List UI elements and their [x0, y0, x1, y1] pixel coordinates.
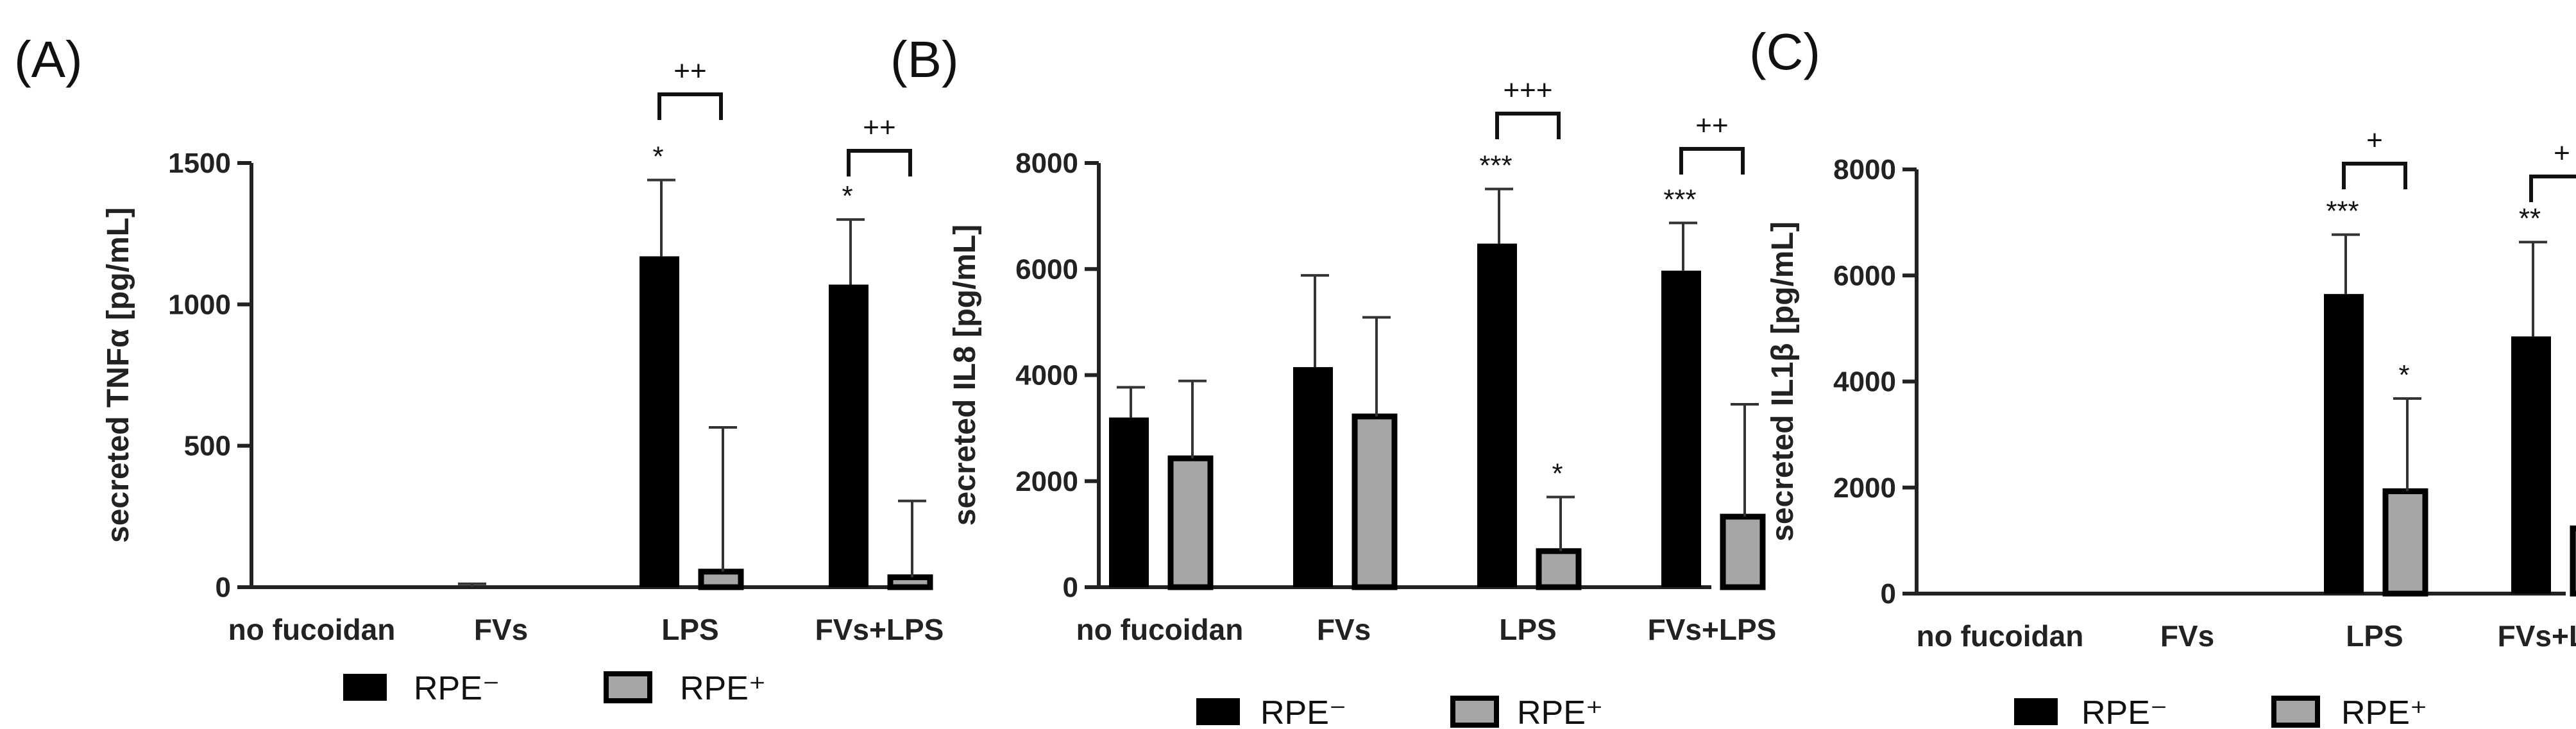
bar-rpe-plus [1536, 548, 1582, 590]
y-tick-label: 6000 [1833, 260, 1896, 291]
bar-rpe-plus [2382, 488, 2428, 597]
bar-rpe-minus [2324, 294, 2364, 594]
legend-label: RPE⁻ [414, 670, 500, 707]
y-tick-label: 0 [1881, 578, 1896, 610]
legend-label: RPE⁺ [680, 670, 766, 707]
y-tick-label: 1000 [168, 289, 231, 320]
bar-rpe-plus [887, 574, 933, 590]
significance-mark: * [842, 180, 852, 212]
x-category-label: no fucoidan [1917, 619, 2084, 653]
x-category-label: FVs [2160, 619, 2214, 653]
bracket-label: ++ [863, 112, 895, 143]
bracket-label: + [2554, 137, 2570, 169]
y-tick-label: 0 [1063, 572, 1078, 603]
comparison-bracket [657, 92, 723, 120]
legend-label: RPE⁺ [2341, 694, 2427, 729]
significance-mark: *** [1479, 150, 1512, 181]
bar-rpe-minus [1293, 367, 1333, 587]
y-tick-label: 8000 [1015, 148, 1078, 179]
comparison-bracket [1679, 147, 1745, 175]
bar-rpe-minus [640, 256, 679, 587]
significance-mark: * [652, 141, 663, 172]
y-tick-label: 4000 [1015, 360, 1078, 391]
significance-mark: *** [2326, 196, 2359, 227]
significance-mark: * [2398, 359, 2409, 391]
comparison-bracket [1495, 112, 1561, 139]
y-tick-label: 2000 [1833, 472, 1896, 504]
significance-mark: * [1552, 458, 1563, 490]
bracket-label: +++ [1503, 74, 1552, 106]
x-category-label: LPS [661, 613, 718, 646]
significance-mark: ** [2519, 203, 2541, 234]
y-tick-label: 1500 [168, 148, 231, 179]
legend-swatch-rpe-minus [343, 674, 387, 701]
bar-rpe-plus [2570, 525, 2576, 597]
y-tick-label: 8000 [1833, 154, 1896, 185]
legend-label: RPE⁻ [1260, 694, 1346, 729]
x-category-label: no fucoidan [228, 613, 396, 646]
panel-label: (C) [1749, 23, 1820, 80]
legend-swatch-rpe-minus [2014, 698, 2058, 725]
bracket-label: ++ [1695, 110, 1728, 141]
x-category-label: no fucoidan [1076, 613, 1244, 646]
chart-panel-3: (C) secreted IL1β [pg/mL] 0 2000 4000 6000 800… [1749, 23, 2576, 729]
legend-label: RPE⁻ [2081, 694, 2167, 729]
comparison-bracket [2342, 162, 2407, 189]
legend-swatch-rpe-plus [604, 671, 652, 703]
y-axis-label: secreted IL1β [pg/mL] [1766, 221, 1800, 542]
bar-rpe-plus [1352, 413, 1398, 590]
chart-panel-2: (B) secreted IL8 [pg/mL] 0 2000 4000 6000 8000… [890, 31, 1776, 729]
x-category-label: LPS [2346, 619, 2403, 653]
y-axis-label: secreted TNFα [pg/mL] [101, 207, 135, 543]
y-tick-label: 0 [216, 572, 231, 603]
legend-swatch-rpe-minus [1196, 698, 1240, 725]
y-tick-label: 6000 [1015, 253, 1078, 285]
y-tick-label: 4000 [1833, 366, 1896, 398]
legend-label: RPE⁺ [1517, 694, 1603, 729]
x-category-label: FVs+LPS [1648, 613, 1777, 646]
x-category-label: FVs [1317, 613, 1371, 646]
y-tick-label: 500 [184, 431, 231, 462]
x-category-label: FVs+LPS [2498, 619, 2576, 653]
y-axis-label: secreted IL8 [pg/mL] [948, 225, 982, 526]
bar-rpe-plus [698, 569, 744, 590]
comparison-bracket [2529, 175, 2576, 202]
comparison-bracket [847, 149, 912, 176]
bar-rpe-minus [1109, 417, 1149, 587]
chart-panel-1: (A) secreted TNFα [pg/mL] 0 500 1000 1500 no f… [14, 31, 944, 707]
bar-rpe-plus [1167, 455, 1214, 590]
bar-rpe-minus [1661, 270, 1701, 587]
legend-swatch-rpe-plus [1450, 696, 1499, 728]
bar-rpe-plus [1720, 513, 1766, 590]
x-category-label: FVs [474, 613, 528, 646]
legend-swatch-rpe-plus [2271, 696, 2320, 728]
y-tick-label: 2000 [1015, 466, 1078, 497]
bar-rpe-minus [2511, 336, 2551, 594]
bracket-label: ++ [674, 55, 706, 87]
bar-rpe-minus [829, 284, 869, 587]
x-category-label: FVs+LPS [815, 613, 944, 646]
bar-rpe-minus [1477, 243, 1517, 588]
bracket-label: + [2366, 124, 2383, 156]
panel-label: (B) [890, 31, 959, 88]
x-category-label: LPS [1499, 613, 1556, 646]
significance-mark: *** [1663, 184, 1696, 215]
panel-label: (A) [14, 31, 83, 88]
